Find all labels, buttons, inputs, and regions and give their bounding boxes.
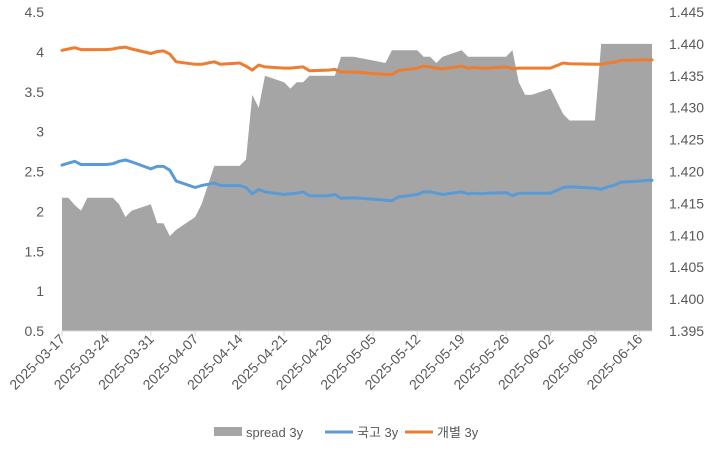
right-axis-tick-label: 1.415 xyxy=(669,195,704,211)
right-axis-tick-label: 1.405 xyxy=(669,259,704,275)
left-axis-tick-label: 2.5 xyxy=(25,164,45,180)
left-axis-tick-label: 1.5 xyxy=(25,243,45,259)
legend-label: 국고 3y xyxy=(357,425,399,440)
right-axis-tick-label: 1.400 xyxy=(669,291,704,307)
left-axis-tick-label: 2 xyxy=(36,203,44,219)
line-series-layer xyxy=(60,45,654,203)
right-axis-tick-label: 1.430 xyxy=(669,100,704,116)
x-axis-ticks: 2025-03-172025-03-242025-03-312025-04-07… xyxy=(6,331,645,393)
left-axis-ticks: 4.5 4 3.5 3 2.5 2 1.5 1 0.5 xyxy=(25,4,45,339)
legend-label: spread 3y xyxy=(246,425,304,440)
left-axis-tick-label: 3 xyxy=(36,124,44,140)
spread-area-layer xyxy=(62,43,652,332)
left-axis-tick-label: 0.5 xyxy=(25,323,45,339)
legend: spread 3y 국고 3y 개별 3y xyxy=(214,425,479,440)
series-line-gov-3y xyxy=(60,158,654,203)
left-axis-tick-label: 4 xyxy=(36,44,44,60)
right-axis-tick-label: 1.420 xyxy=(669,164,704,180)
right-axis-tick-label: 1.395 xyxy=(669,323,704,339)
right-axis-tick-label: 1.410 xyxy=(669,227,704,243)
right-axis-tick-label: 1.425 xyxy=(669,132,704,148)
legend-label: 개별 3y xyxy=(437,425,479,440)
right-axis-tick-label: 1.445 xyxy=(669,4,704,20)
left-axis-tick-label: 1 xyxy=(36,283,44,299)
right-axis-tick-label: 1.440 xyxy=(669,36,704,52)
right-axis-ticks: 1.445 1.440 1.435 1.430 1.425 1.420 1.415 1.410… xyxy=(669,4,704,339)
series-area-spread-3y xyxy=(62,43,652,332)
right-axis-tick-label: 1.435 xyxy=(669,68,704,84)
series-line-indiv-3y xyxy=(60,45,654,76)
left-axis-tick-label: 4.5 xyxy=(25,4,45,20)
legend-swatch-spread-3y xyxy=(214,427,242,436)
left-axis-tick-label: 3.5 xyxy=(25,84,45,100)
